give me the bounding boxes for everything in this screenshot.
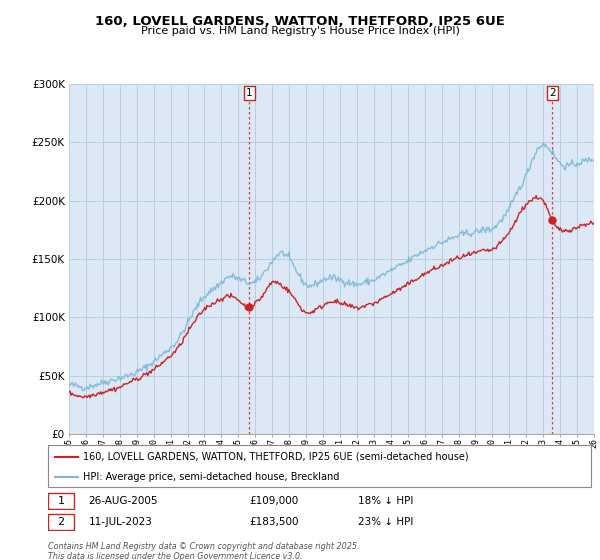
Text: Price paid vs. HM Land Registry's House Price Index (HPI): Price paid vs. HM Land Registry's House … — [140, 26, 460, 36]
FancyBboxPatch shape — [48, 445, 591, 487]
FancyBboxPatch shape — [48, 493, 74, 508]
Text: HPI: Average price, semi-detached house, Breckland: HPI: Average price, semi-detached house,… — [83, 472, 340, 482]
Text: 160, LOVELL GARDENS, WATTON, THETFORD, IP25 6UE (semi-detached house): 160, LOVELL GARDENS, WATTON, THETFORD, I… — [83, 452, 469, 462]
Text: 2: 2 — [58, 517, 65, 527]
Text: 11-JUL-2023: 11-JUL-2023 — [89, 517, 152, 527]
Text: 1: 1 — [246, 88, 253, 99]
Text: £183,500: £183,500 — [249, 517, 298, 527]
Text: Contains HM Land Registry data © Crown copyright and database right 2025.
This d: Contains HM Land Registry data © Crown c… — [48, 542, 359, 560]
Text: 160, LOVELL GARDENS, WATTON, THETFORD, IP25 6UE: 160, LOVELL GARDENS, WATTON, THETFORD, I… — [95, 15, 505, 28]
Text: 2: 2 — [549, 88, 556, 99]
Text: 23% ↓ HPI: 23% ↓ HPI — [358, 517, 413, 527]
Text: 26-AUG-2005: 26-AUG-2005 — [89, 496, 158, 506]
Text: 1: 1 — [58, 496, 65, 506]
FancyBboxPatch shape — [48, 514, 74, 530]
Text: £109,000: £109,000 — [249, 496, 298, 506]
Text: 18% ↓ HPI: 18% ↓ HPI — [358, 496, 413, 506]
